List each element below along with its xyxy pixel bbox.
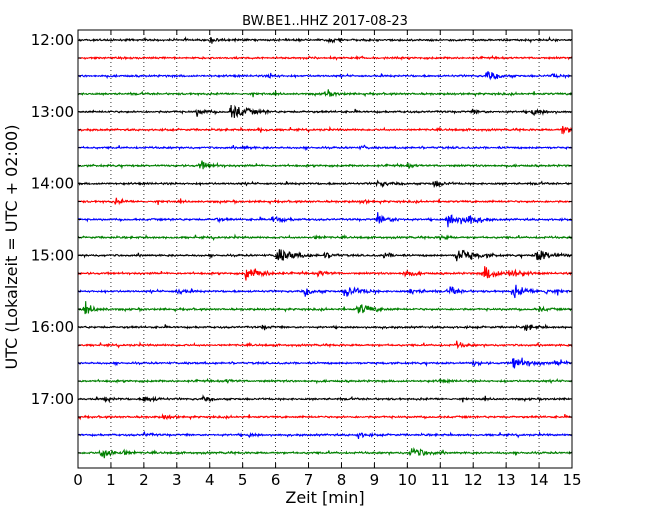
trace-1400 bbox=[77, 179, 573, 189]
trace-1500 bbox=[77, 249, 573, 262]
trace-1330 bbox=[77, 144, 573, 152]
trace-group bbox=[77, 35, 573, 459]
trace-1345 bbox=[77, 160, 573, 170]
y-tick-label: 17:00 bbox=[31, 390, 74, 408]
grid-group bbox=[110, 30, 540, 468]
y-tick-label: 13:00 bbox=[31, 103, 74, 121]
trace-1615 bbox=[77, 340, 573, 350]
trace-1730 bbox=[77, 430, 573, 440]
chart-title: BW.BE1..HHZ 2017-08-23 bbox=[242, 14, 408, 29]
y-tick-label: 14:00 bbox=[31, 175, 74, 193]
x-tick-label: 7 bbox=[304, 471, 314, 489]
x-tick-label: 0 bbox=[73, 471, 83, 489]
x-tick-label: 11 bbox=[431, 471, 450, 489]
trace-1415 bbox=[77, 197, 573, 206]
trace-1600 bbox=[77, 323, 573, 331]
trace-1530 bbox=[77, 284, 573, 299]
x-tick-label: 8 bbox=[337, 471, 347, 489]
y-tick-label: 15:00 bbox=[31, 246, 74, 264]
y-tick-label: 16:00 bbox=[31, 318, 74, 336]
trace-1300 bbox=[77, 104, 573, 119]
x-tick-label: 13 bbox=[497, 471, 516, 489]
trace-1315 bbox=[77, 125, 573, 135]
x-tick-label: 2 bbox=[139, 471, 149, 489]
x-tick-label: 5 bbox=[238, 471, 248, 489]
x-tick-label: 12 bbox=[464, 471, 483, 489]
x-tick-label: 14 bbox=[530, 471, 549, 489]
tick-group: 0 1 2 3 4 5 6 7 8 9 10 11 12 13 14 1512:0013:0014:0015:… bbox=[31, 30, 582, 489]
trace-1700 bbox=[77, 394, 573, 404]
trace-1645 bbox=[77, 377, 573, 385]
y-tick-label: 12:00 bbox=[31, 31, 74, 49]
x-tick-label: 4 bbox=[205, 471, 215, 489]
plot-frame bbox=[77, 29, 573, 469]
x-axis-label: Zeit [min] bbox=[285, 488, 364, 507]
x-tick-label: 9 bbox=[370, 471, 380, 489]
trace-1445 bbox=[77, 233, 573, 242]
trace-1245 bbox=[77, 89, 573, 98]
trace-1215 bbox=[77, 54, 573, 61]
trace-1630 bbox=[77, 357, 573, 369]
trace-1745 bbox=[77, 447, 573, 459]
x-tick-label: 3 bbox=[172, 471, 182, 489]
trace-1515 bbox=[77, 266, 573, 281]
plot-border bbox=[77, 29, 573, 469]
trace-1200 bbox=[77, 35, 573, 44]
x-tick-label: 15 bbox=[562, 471, 581, 489]
y-axis-label: UTC (Lokalzeit = UTC + 02:00) bbox=[2, 125, 21, 370]
trace-1430 bbox=[77, 212, 573, 228]
trace-1230 bbox=[77, 71, 573, 81]
x-tick-label: 6 bbox=[271, 471, 281, 489]
x-tick-label: 1 bbox=[106, 471, 116, 489]
trace-1545 bbox=[77, 301, 573, 315]
trace-1715 bbox=[77, 413, 573, 421]
x-tick-label: 10 bbox=[398, 471, 417, 489]
